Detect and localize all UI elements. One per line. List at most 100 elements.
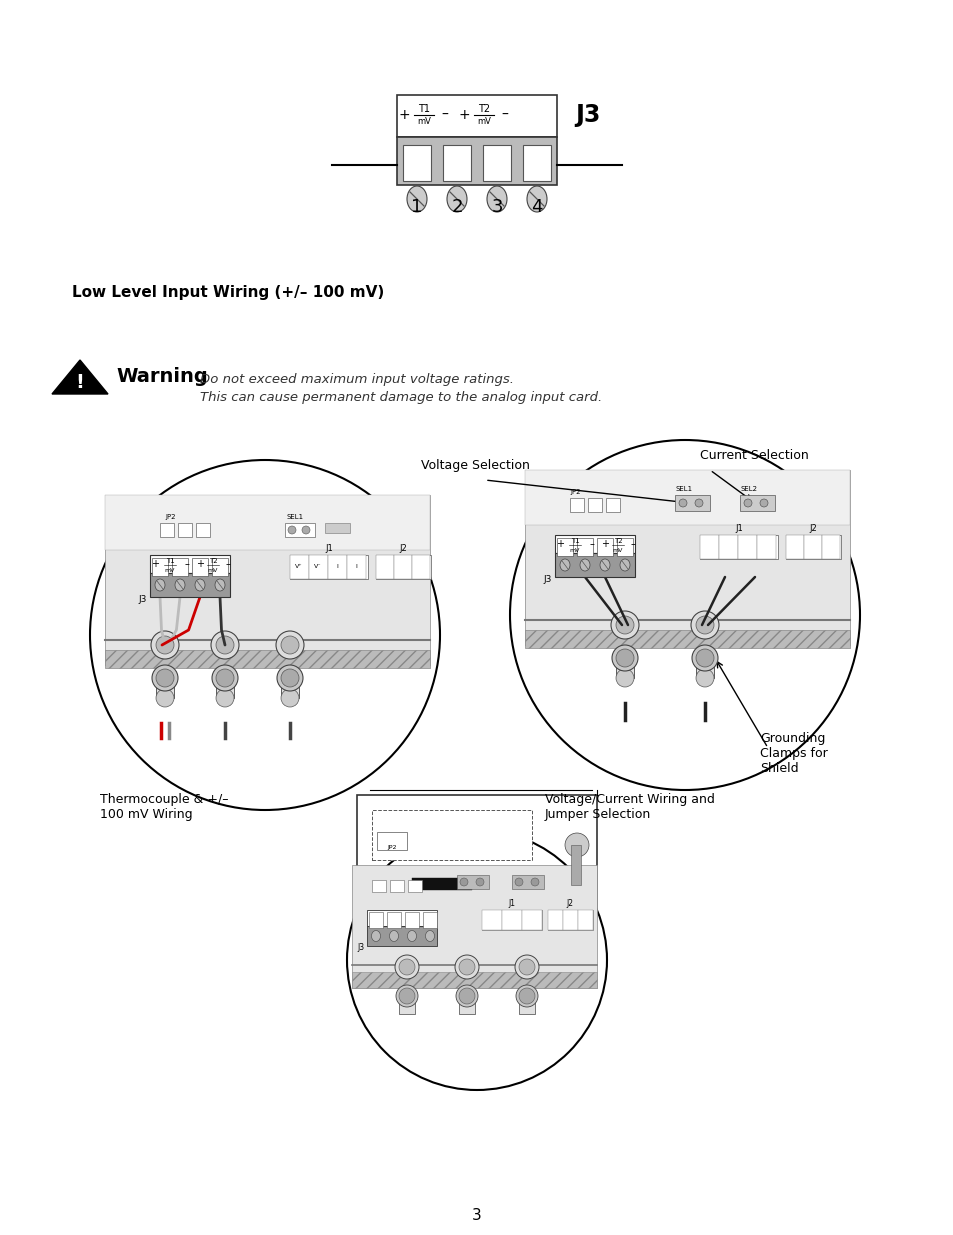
Bar <box>458 990 475 1014</box>
Text: –: – <box>589 538 594 550</box>
Text: J1: J1 <box>735 524 742 534</box>
Circle shape <box>90 459 439 810</box>
Bar <box>281 671 298 698</box>
Bar <box>547 910 562 930</box>
Circle shape <box>696 650 713 667</box>
Text: JP2: JP2 <box>569 489 579 495</box>
Circle shape <box>696 616 713 634</box>
Circle shape <box>515 955 538 979</box>
Bar <box>309 555 328 579</box>
Bar <box>402 144 431 182</box>
Bar <box>150 555 230 573</box>
Ellipse shape <box>425 930 434 941</box>
Text: T2: T2 <box>477 104 490 114</box>
Text: Warning: Warning <box>116 367 208 385</box>
Text: This can cause permanent damage to the analog input card.: This can cause permanent damage to the a… <box>200 391 601 405</box>
Circle shape <box>458 960 475 974</box>
Text: SEL2: SEL2 <box>740 487 758 492</box>
Text: –: – <box>225 559 231 569</box>
Bar <box>555 535 635 553</box>
Text: J1: J1 <box>508 899 515 908</box>
Bar <box>785 535 841 559</box>
Circle shape <box>156 689 173 706</box>
Text: J2: J2 <box>566 899 573 908</box>
Bar <box>456 876 489 889</box>
Bar <box>524 471 849 525</box>
Text: +: + <box>195 559 204 569</box>
Bar <box>412 878 472 890</box>
Bar <box>408 881 421 892</box>
Bar <box>398 990 415 1014</box>
Bar <box>597 538 613 556</box>
Ellipse shape <box>214 579 225 592</box>
Circle shape <box>691 645 718 671</box>
Bar <box>803 535 821 559</box>
Bar <box>512 876 543 889</box>
Circle shape <box>510 440 859 790</box>
Text: 2: 2 <box>451 198 462 216</box>
Ellipse shape <box>407 930 416 941</box>
Circle shape <box>211 631 239 659</box>
Bar <box>501 910 521 930</box>
Text: J3: J3 <box>575 103 599 127</box>
Bar <box>387 911 400 927</box>
Bar <box>172 558 188 576</box>
Bar <box>372 810 532 860</box>
Bar <box>367 910 436 926</box>
Circle shape <box>398 988 415 1004</box>
Circle shape <box>395 986 417 1007</box>
Circle shape <box>215 636 233 655</box>
Ellipse shape <box>194 579 205 592</box>
Bar <box>396 95 557 137</box>
Text: 3: 3 <box>491 198 502 216</box>
Bar <box>215 671 233 698</box>
Bar <box>356 795 597 995</box>
Ellipse shape <box>407 186 427 212</box>
Bar <box>352 972 597 988</box>
Text: T1: T1 <box>570 538 578 543</box>
Text: mV: mV <box>476 116 491 126</box>
Text: Voltage Selection: Voltage Selection <box>420 459 529 472</box>
Text: J3: J3 <box>357 944 365 952</box>
Text: mV: mV <box>416 116 431 126</box>
Bar <box>192 558 208 576</box>
Bar <box>396 137 557 185</box>
Ellipse shape <box>619 559 629 571</box>
Text: +: + <box>151 559 159 569</box>
Bar <box>290 555 368 579</box>
Bar <box>719 535 738 559</box>
Bar <box>375 555 394 579</box>
Circle shape <box>760 499 767 508</box>
Bar <box>195 522 210 537</box>
Text: Voltage/Current Wiring and
Jumper Selection: Voltage/Current Wiring and Jumper Select… <box>544 793 714 821</box>
Ellipse shape <box>174 579 185 592</box>
Bar <box>675 495 709 511</box>
Bar <box>328 555 347 579</box>
Circle shape <box>456 986 477 1007</box>
Text: +: + <box>556 538 563 550</box>
Text: mV: mV <box>208 568 218 573</box>
Bar <box>481 910 541 930</box>
Circle shape <box>152 664 178 692</box>
Bar <box>562 910 578 930</box>
Text: 4: 4 <box>531 198 542 216</box>
Text: –: – <box>441 107 448 122</box>
Circle shape <box>395 955 418 979</box>
Circle shape <box>696 669 713 687</box>
Circle shape <box>610 611 639 638</box>
Circle shape <box>156 636 173 655</box>
Text: +: + <box>600 538 608 550</box>
Bar <box>700 535 778 559</box>
Text: J3: J3 <box>138 595 147 604</box>
Text: I: I <box>355 564 356 569</box>
Ellipse shape <box>486 186 506 212</box>
Text: Grounding
Clamps for
Shield: Grounding Clamps for Shield <box>760 732 827 776</box>
Circle shape <box>516 986 537 1007</box>
Bar <box>152 558 168 576</box>
Bar <box>352 864 597 988</box>
Circle shape <box>695 499 702 508</box>
Circle shape <box>476 878 483 885</box>
Ellipse shape <box>579 559 589 571</box>
Bar <box>372 881 386 892</box>
Bar <box>522 144 551 182</box>
